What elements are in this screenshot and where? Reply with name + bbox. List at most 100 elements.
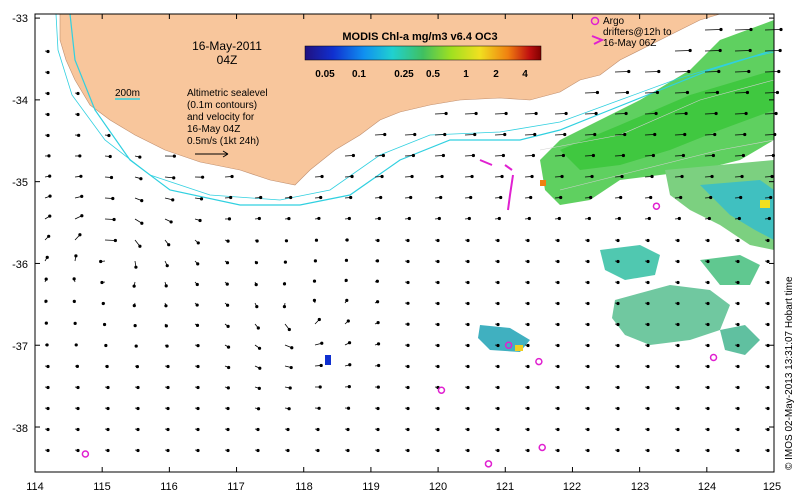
velocity-arrow-head xyxy=(684,111,688,116)
velocity-arrow-head xyxy=(134,344,138,348)
velocity-arrow-head xyxy=(589,195,593,200)
velocity-arrow-head xyxy=(778,48,782,53)
velocity-arrow-head xyxy=(766,280,770,285)
velocity-arrow-head xyxy=(407,216,411,221)
velocity-arrow-head xyxy=(467,216,471,221)
lat-tick-label: -33 xyxy=(12,13,28,25)
velocity-arrow-head xyxy=(47,234,51,238)
velocity-arrow-head xyxy=(616,259,620,264)
velocity-arrow-head xyxy=(466,322,470,327)
velocity-arrow-head xyxy=(48,214,52,218)
velocity-arrow-head xyxy=(75,364,79,368)
velocity-arrow-head xyxy=(766,322,770,327)
velocity-arrow-head xyxy=(406,343,410,347)
velocity-arrow-head xyxy=(715,90,720,95)
colorbar-tick: 0.5 xyxy=(426,69,440,80)
velocity-arrow-head xyxy=(496,406,500,411)
velocity-arrow-head xyxy=(47,154,51,158)
velocity-arrow-head xyxy=(112,217,116,222)
velocity-arrow xyxy=(614,92,628,94)
velocity-arrow-head xyxy=(681,153,686,158)
lon-tick-label: 117 xyxy=(227,481,245,493)
velocity-arrow-head xyxy=(466,343,470,348)
velocity-arrow-head xyxy=(496,385,500,390)
velocity-arrow-head xyxy=(497,216,501,221)
velocity-arrow-head xyxy=(679,195,683,200)
bathymetry-200m-contour xyxy=(55,13,775,206)
depth-legend: 200m xyxy=(115,88,140,100)
velocity-arrow xyxy=(644,71,659,73)
velocity-arrow-head xyxy=(526,385,530,390)
velocity-arrow-head xyxy=(376,342,381,346)
velocity-arrow-head xyxy=(256,326,260,330)
velocity-arrow xyxy=(464,113,477,115)
velocity-arrow-head xyxy=(199,197,204,201)
velocity-arrow xyxy=(734,50,751,52)
velocity-arrow-head xyxy=(624,111,628,116)
velocity-arrow-head xyxy=(685,90,690,95)
velocity-arrow-head xyxy=(647,216,651,221)
velocity-arrow xyxy=(734,113,747,115)
velocity-arrow-head xyxy=(46,133,50,138)
velocity-arrow xyxy=(584,113,597,115)
velocity-arrow-head xyxy=(320,341,324,345)
velocity-arrow-head xyxy=(316,448,320,453)
velocity-arrow-head xyxy=(743,132,747,137)
velocity-arrow-head xyxy=(48,174,52,178)
lon-tick-label: 124 xyxy=(698,481,716,493)
velocity-arrow-head xyxy=(766,301,770,306)
velocity-arrow xyxy=(704,134,715,136)
lat-tick-label: -34 xyxy=(12,95,28,107)
velocity-arrow-head xyxy=(741,153,746,158)
velocity-arrow-head xyxy=(676,427,680,432)
velocity-arrow-head xyxy=(499,195,503,200)
velocity-arrow-head xyxy=(653,132,657,137)
argo-float-marker xyxy=(81,450,90,458)
velocity-arrow-head xyxy=(350,174,354,179)
velocity-arrow-head xyxy=(406,406,410,411)
velocity-arrow-head xyxy=(719,27,723,32)
copyright-side-text: © IMOS 02-May-2013 13:31:07 Hobart time xyxy=(784,276,795,470)
velocity-arrow-head xyxy=(496,280,500,285)
velocity-arrow-head xyxy=(766,343,770,348)
velocity-arrow-head xyxy=(138,244,142,248)
velocity-arrow-head xyxy=(437,216,441,221)
velocity-arrow-head xyxy=(226,239,230,243)
velocity-arrow-head xyxy=(317,317,321,322)
velocity-arrow-head xyxy=(556,322,560,327)
velocity-arrow-head xyxy=(526,343,530,348)
note-line: and velocity for xyxy=(187,112,255,123)
velocity-arrow-head xyxy=(436,259,440,264)
velocity-arrow-head xyxy=(166,448,170,453)
latitude-axis: -33 -34 -35 -36 -37 -38 xyxy=(12,13,28,435)
velocity-arrow-head xyxy=(196,406,200,411)
date-label: 16-May-2011 xyxy=(192,39,262,53)
velocity-arrow xyxy=(584,92,598,94)
velocity-arrow-head xyxy=(195,323,200,328)
velocity-arrow-head xyxy=(46,427,50,432)
colorbar-tick: 0.1 xyxy=(352,69,366,80)
velocity-arrow-head xyxy=(166,385,170,390)
argo-drifter-tracks xyxy=(479,35,605,211)
velocity-arrow-head xyxy=(105,364,109,369)
velocity-arrow-head xyxy=(406,427,410,432)
velocity-arrow-head xyxy=(619,195,623,200)
velocity-arrow xyxy=(674,71,689,73)
velocity-arrow-head xyxy=(406,448,410,453)
velocity-arrow-head xyxy=(196,448,200,453)
velocity-arrow-head xyxy=(101,301,105,306)
velocity-arrow-head xyxy=(616,364,620,369)
velocity-arrow-head xyxy=(744,111,748,116)
velocity-arrow-head xyxy=(286,448,290,453)
velocity-arrow xyxy=(674,134,685,136)
velocity-arrow-head xyxy=(136,448,140,453)
velocity-arrow-head xyxy=(713,132,717,137)
velocity-arrow xyxy=(734,92,748,94)
velocity-arrow-head xyxy=(526,364,530,369)
velocity-arrow-head xyxy=(406,301,410,305)
velocity-arrow-head xyxy=(779,27,783,32)
velocity-arrow xyxy=(764,50,781,52)
velocity-arrow-head xyxy=(676,406,680,411)
velocity-arrow-head xyxy=(627,69,631,74)
